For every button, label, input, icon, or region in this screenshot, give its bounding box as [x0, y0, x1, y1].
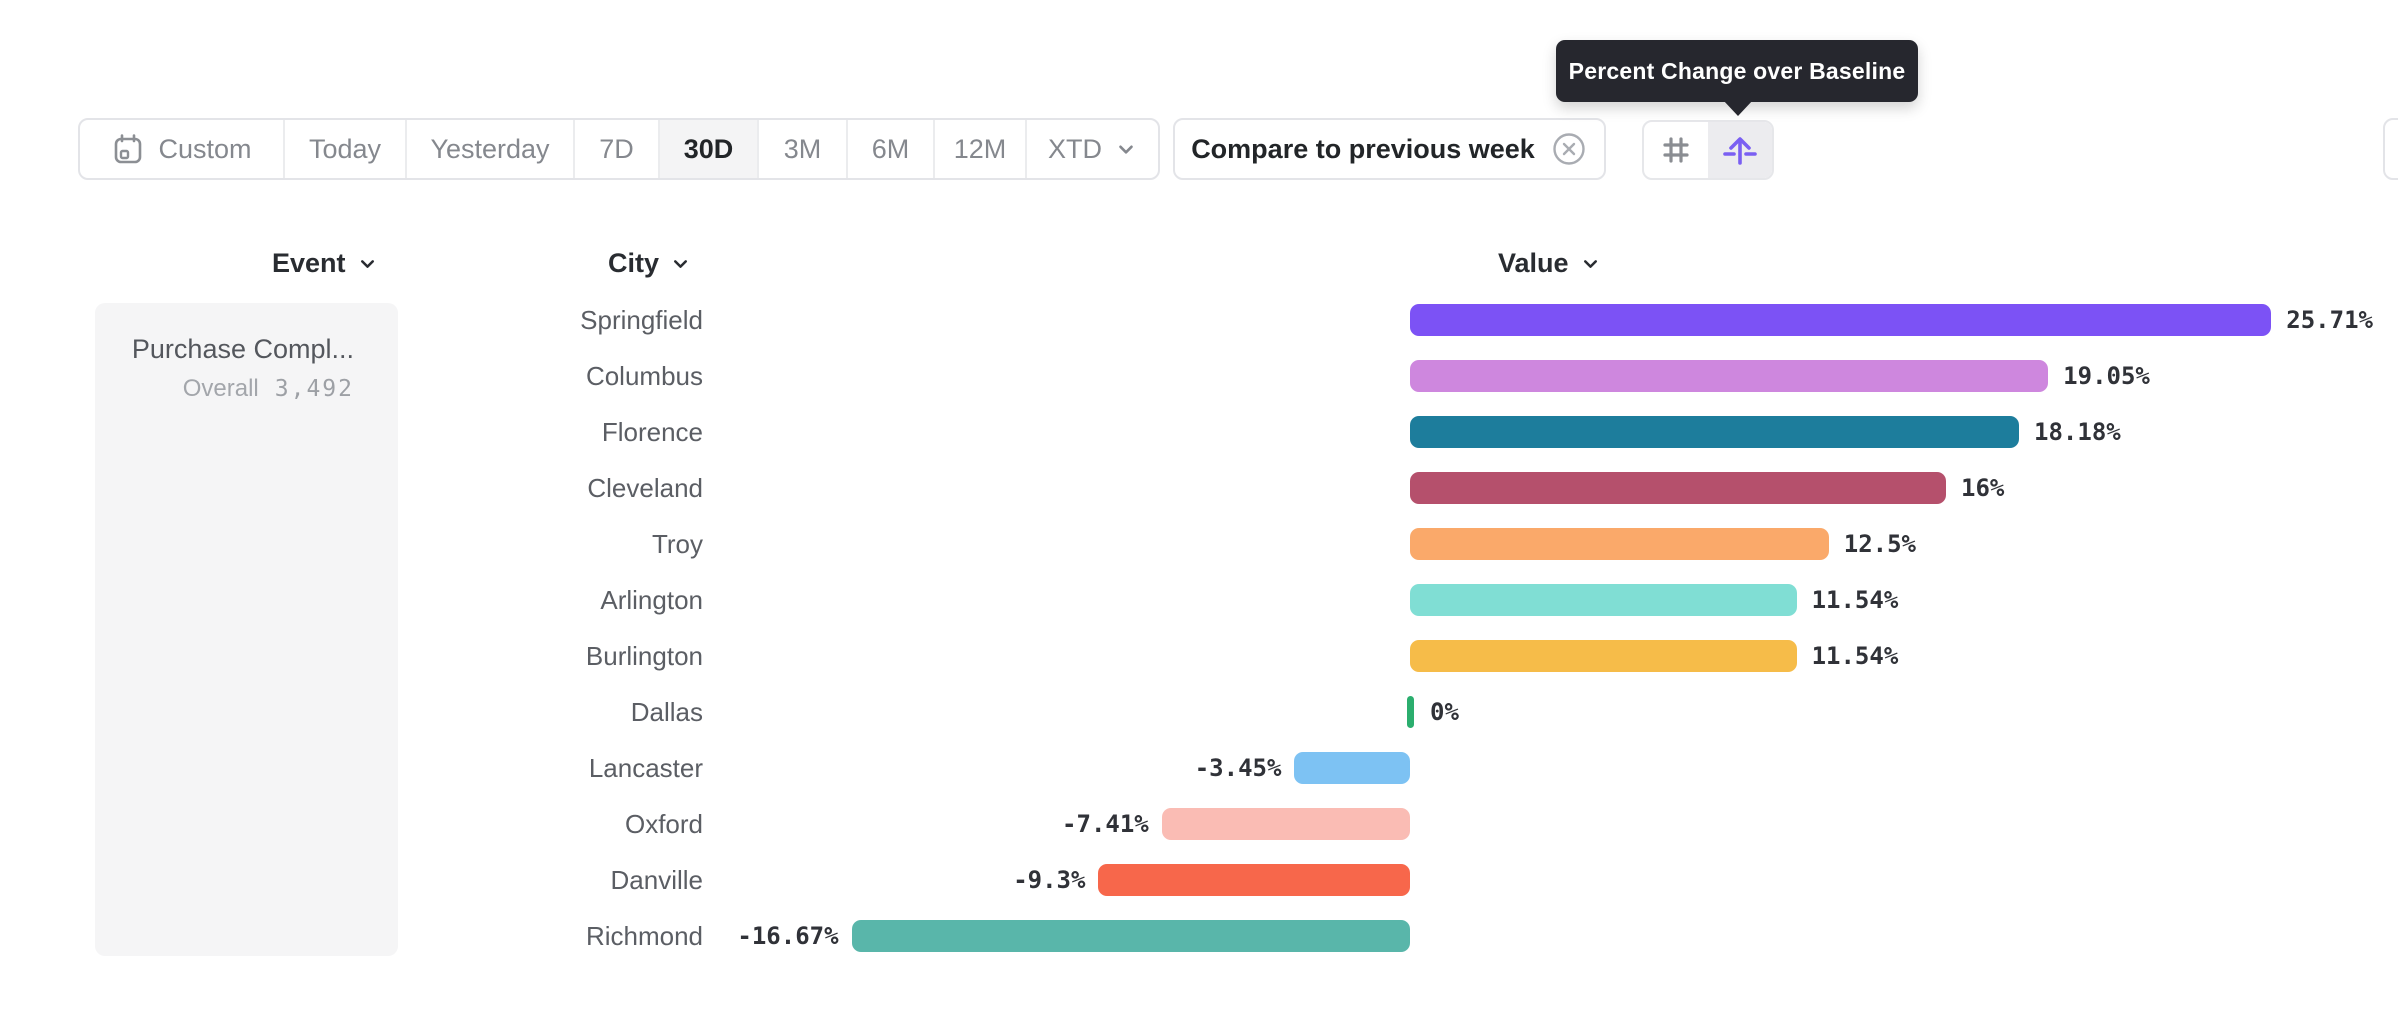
city-label: Columbus [585, 361, 703, 391]
column-header-label: City [608, 247, 660, 278]
column-header-label: Value [1498, 247, 1569, 278]
date-range-7d[interactable]: 7D [575, 120, 660, 178]
event-name: Purchase Compl... [131, 334, 354, 364]
bar-oxford[interactable] [1161, 808, 1410, 840]
overall-value: 3,492 [274, 376, 354, 402]
city-label: Richmond [585, 921, 703, 951]
date-range-label: 7D [599, 133, 634, 164]
column-header-label: Event [272, 247, 346, 278]
date-range-group: Custom Today Yesterday 7D 30D 3M 6M 12M XTD [78, 118, 1160, 180]
percent-change-over-baseline-button[interactable] [1708, 122, 1772, 178]
bar-columbus[interactable] [1410, 360, 2049, 392]
date-range-yesterday[interactable]: Yesterday [407, 120, 575, 178]
date-range-xtd[interactable]: XTD [1027, 120, 1158, 178]
bar-cleveland[interactable] [1410, 472, 1946, 504]
value-label: 25.71% [2286, 306, 2373, 334]
city-label: Dallas [630, 697, 703, 727]
value-label: 12.5% [1843, 530, 1916, 558]
city-label: Oxford [624, 809, 703, 839]
bar-richmond[interactable] [851, 920, 1410, 952]
value-label: 0% [1430, 698, 1459, 726]
event-overall: Overall 3,492 [95, 375, 354, 403]
date-range-label: Custom [158, 133, 252, 164]
grid-view-button[interactable] [1644, 122, 1708, 178]
tooltip-percent-change-over-baseline: Percent Change over Baseline [1556, 40, 1918, 102]
value-label: 19.05% [2063, 362, 2150, 390]
date-range-label: Today [308, 133, 382, 164]
compare-to-previous-week-chip[interactable]: Compare to previous week [1173, 118, 1606, 180]
date-range-custom[interactable]: Custom [80, 120, 285, 178]
date-range-label: 6M [871, 133, 910, 164]
tooltip-text: Percent Change over Baseline [1568, 57, 1906, 84]
calendar-icon [111, 132, 145, 166]
date-range-6m[interactable]: 6M [848, 120, 935, 178]
date-range-label: XTD [1048, 133, 1102, 164]
bar-springfield[interactable] [1410, 304, 2272, 336]
date-range-12m[interactable]: 12M [935, 120, 1027, 178]
chevron-down-icon [1580, 253, 1601, 274]
city-label: Burlington [585, 641, 703, 671]
chevron-down-icon [357, 253, 378, 274]
chevron-down-icon [670, 253, 691, 274]
city-label: Florence [601, 417, 703, 447]
date-range-today[interactable]: Today [285, 120, 407, 178]
bar-troy[interactable] [1410, 528, 1829, 560]
overall-label: Overall [182, 375, 259, 402]
date-range-label: 30D [683, 133, 734, 164]
baseline-arrow-icon [1720, 130, 1760, 170]
date-range-label: 3M [783, 133, 822, 164]
bar-lancaster[interactable] [1294, 752, 1410, 784]
value-label: 16% [1961, 474, 2005, 502]
column-header-city[interactable]: City [608, 246, 691, 280]
date-range-label: 12M [953, 133, 1007, 164]
value-label: 11.54% [1811, 586, 1899, 614]
value-label: 11.54% [1811, 642, 1899, 670]
view-toggle-group [1642, 120, 1774, 180]
clipped-control[interactable] [2383, 118, 2398, 180]
value-label: -3.45% [1194, 754, 1282, 782]
city-label: Danville [610, 865, 704, 895]
date-range-label: Yesterday [430, 133, 550, 164]
circle-x-icon[interactable] [1550, 130, 1588, 168]
bar-arlington[interactable] [1410, 584, 1797, 616]
city-label: Troy [651, 529, 703, 559]
bar-danville[interactable] [1098, 864, 1410, 896]
value-label: -16.67% [737, 922, 839, 950]
bar-burlington[interactable] [1410, 640, 1797, 672]
city-label: Cleveland [587, 473, 703, 503]
tooltip-pointer [1723, 100, 1753, 116]
value-label: -7.41% [1062, 810, 1149, 838]
value-label: 18.18% [2034, 418, 2121, 446]
hash-grid-icon [1658, 132, 1694, 168]
value-label: -9.3% [1013, 866, 1086, 894]
city-label: Springfield [580, 305, 703, 335]
date-range-30d[interactable]: 30D [660, 120, 759, 178]
compare-chip-label: Compare to previous week [1191, 133, 1535, 164]
chevron-down-icon [1115, 138, 1137, 160]
bar-dallas[interactable] [1407, 696, 1414, 728]
city-label: Arlington [600, 585, 703, 615]
column-header-event[interactable]: Event [272, 246, 378, 280]
date-range-3m[interactable]: 3M [759, 120, 848, 178]
column-header-value[interactable]: Value [1498, 246, 1601, 280]
event-card-purchase-completed[interactable]: Purchase Compl... Overall 3,492 [95, 303, 398, 956]
city-label: Lancaster [588, 753, 703, 783]
bar-florence[interactable] [1410, 416, 2020, 448]
